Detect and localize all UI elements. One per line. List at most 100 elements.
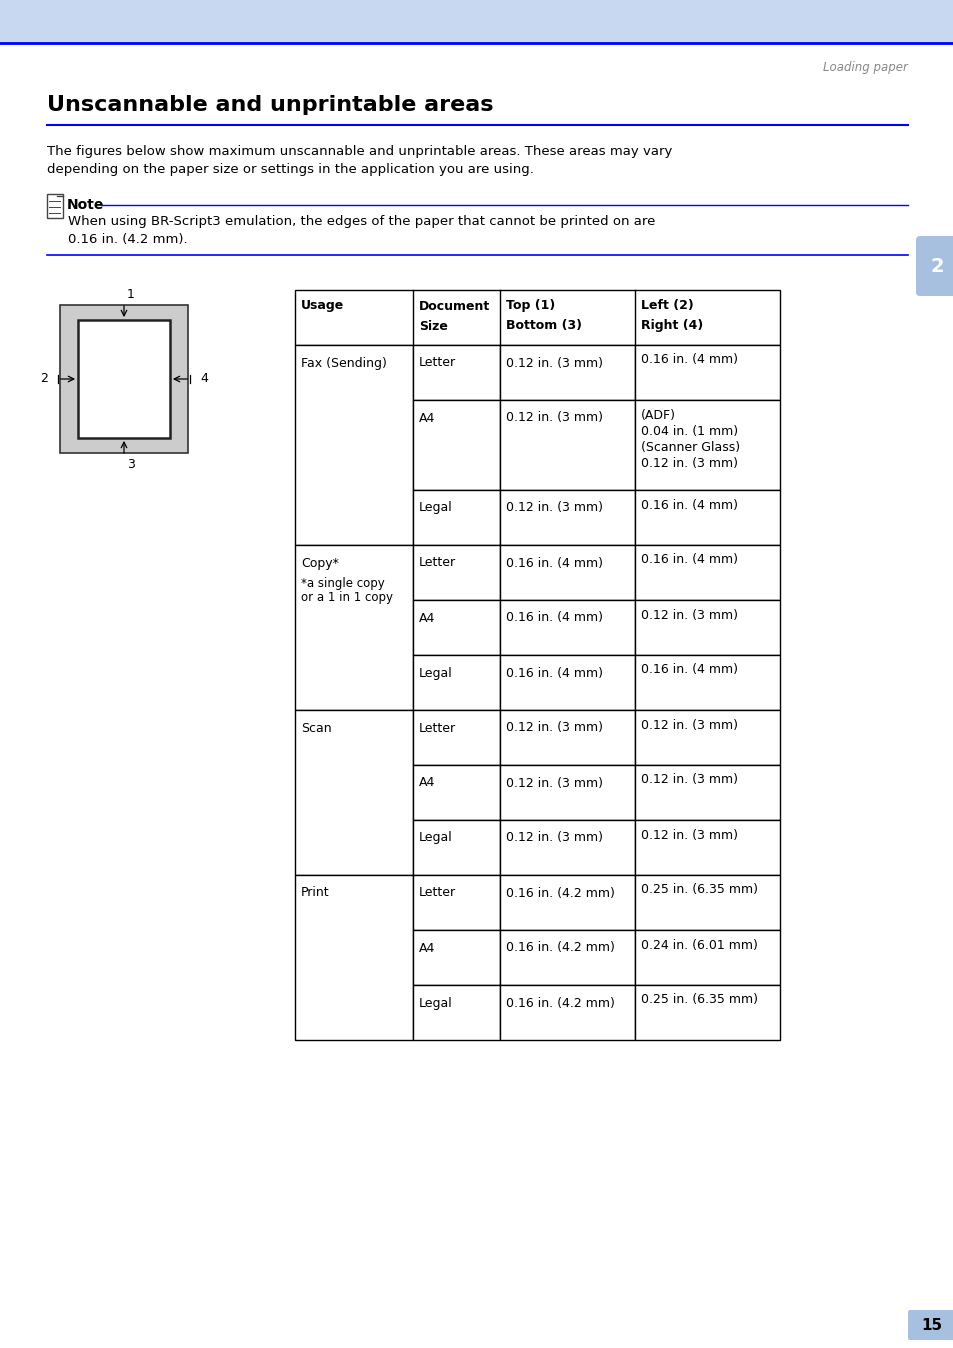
Text: A4: A4 <box>418 941 435 954</box>
Text: Fax (Sending): Fax (Sending) <box>301 356 387 369</box>
Text: Loading paper: Loading paper <box>822 62 907 74</box>
Bar <box>499 985 635 1041</box>
Bar <box>635 545 780 600</box>
Text: 2: 2 <box>40 372 48 386</box>
Bar <box>294 290 780 345</box>
Text: 0.16 in. (4 mm): 0.16 in. (4 mm) <box>640 499 738 511</box>
Bar <box>635 491 780 545</box>
Text: 0.24 in. (6.01 mm): 0.24 in. (6.01 mm) <box>640 938 757 952</box>
Text: (Scanner Glass): (Scanner Glass) <box>640 441 740 453</box>
Text: Legal: Legal <box>418 501 453 515</box>
Bar <box>635 345 780 400</box>
Bar <box>499 655 635 710</box>
Bar <box>499 491 635 545</box>
Bar <box>635 930 780 985</box>
Text: Right (4): Right (4) <box>640 319 702 333</box>
Text: Top (1): Top (1) <box>505 299 555 313</box>
Text: Legal: Legal <box>418 666 453 679</box>
Bar <box>635 766 780 820</box>
Bar <box>413 491 499 545</box>
Text: 0.16 in. (4.2 mm).: 0.16 in. (4.2 mm). <box>68 232 188 245</box>
Text: Letter: Letter <box>418 356 456 369</box>
Bar <box>499 930 635 985</box>
Bar <box>499 820 635 875</box>
Text: Unscannable and unprintable areas: Unscannable and unprintable areas <box>47 94 493 115</box>
Text: A4: A4 <box>418 612 435 624</box>
Text: Left (2): Left (2) <box>640 299 693 313</box>
Text: or a 1 in 1 copy: or a 1 in 1 copy <box>301 592 393 604</box>
Text: 4: 4 <box>200 372 208 386</box>
Text: 0.16 in. (4 mm): 0.16 in. (4 mm) <box>505 612 602 624</box>
Bar <box>499 875 635 930</box>
Bar <box>413 930 499 985</box>
Text: 0.16 in. (4.2 mm): 0.16 in. (4.2 mm) <box>505 887 615 899</box>
Bar <box>499 400 635 491</box>
Text: 0.16 in. (4.2 mm): 0.16 in. (4.2 mm) <box>505 941 615 954</box>
Text: 0.16 in. (4 mm): 0.16 in. (4 mm) <box>505 666 602 679</box>
Text: When using BR-Script3 emulation, the edges of the paper that cannot be printed o: When using BR-Script3 emulation, the edg… <box>68 216 655 229</box>
Text: Letter: Letter <box>418 721 456 735</box>
FancyBboxPatch shape <box>907 1310 953 1340</box>
Text: 0.12 in. (3 mm): 0.12 in. (3 mm) <box>640 718 738 732</box>
Bar <box>60 305 188 453</box>
Bar <box>413 345 499 400</box>
Bar <box>413 655 499 710</box>
Text: Bottom (3): Bottom (3) <box>505 319 581 333</box>
Text: 0.04 in. (1 mm): 0.04 in. (1 mm) <box>640 425 738 438</box>
Text: 0.16 in. (4 mm): 0.16 in. (4 mm) <box>640 353 738 367</box>
Text: 0.16 in. (4.2 mm): 0.16 in. (4.2 mm) <box>505 996 615 1010</box>
FancyBboxPatch shape <box>915 236 953 297</box>
Text: Legal: Legal <box>418 832 453 844</box>
Text: 0.12 in. (3 mm): 0.12 in. (3 mm) <box>640 829 738 841</box>
Text: depending on the paper size or settings in the application you are using.: depending on the paper size or settings … <box>47 163 534 177</box>
Text: 0.12 in. (3 mm): 0.12 in. (3 mm) <box>505 501 602 515</box>
Bar <box>47 194 63 218</box>
Bar <box>413 766 499 820</box>
Bar <box>78 319 170 438</box>
Bar <box>413 545 499 600</box>
Bar <box>635 985 780 1041</box>
Bar <box>499 710 635 766</box>
Bar <box>499 766 635 820</box>
Text: Size: Size <box>418 319 447 333</box>
Bar <box>499 345 635 400</box>
Bar <box>635 710 780 766</box>
Text: 0.25 in. (6.35 mm): 0.25 in. (6.35 mm) <box>640 993 758 1007</box>
Text: 0.12 in. (3 mm): 0.12 in. (3 mm) <box>640 774 738 786</box>
Text: 0.12 in. (3 mm): 0.12 in. (3 mm) <box>505 356 602 369</box>
Text: Scan: Scan <box>301 721 332 735</box>
Text: 2: 2 <box>929 256 943 275</box>
Bar <box>413 985 499 1041</box>
Text: *a single copy: *a single copy <box>301 577 384 589</box>
Bar <box>635 820 780 875</box>
Text: 1: 1 <box>127 288 134 302</box>
Text: 0.12 in. (3 mm): 0.12 in. (3 mm) <box>505 832 602 844</box>
Text: 15: 15 <box>921 1317 942 1333</box>
Text: 0.12 in. (3 mm): 0.12 in. (3 mm) <box>505 721 602 735</box>
Bar <box>413 820 499 875</box>
Bar <box>635 875 780 930</box>
Bar <box>635 655 780 710</box>
Text: (ADF): (ADF) <box>640 408 676 422</box>
Bar <box>294 710 413 875</box>
Text: 0.25 in. (6.35 mm): 0.25 in. (6.35 mm) <box>640 883 758 896</box>
Bar <box>413 600 499 655</box>
Text: 0.16 in. (4 mm): 0.16 in. (4 mm) <box>640 663 738 677</box>
Text: 0.16 in. (4 mm): 0.16 in. (4 mm) <box>505 557 602 569</box>
Bar <box>294 875 413 1041</box>
Bar <box>413 400 499 491</box>
Text: 0.16 in. (4 mm): 0.16 in. (4 mm) <box>640 554 738 566</box>
Bar <box>0 0 953 42</box>
Text: Print: Print <box>301 887 330 899</box>
Text: Usage: Usage <box>301 299 344 313</box>
Text: The figures below show maximum unscannable and unprintable areas. These areas ma: The figures below show maximum unscannab… <box>47 146 672 159</box>
Text: Legal: Legal <box>418 996 453 1010</box>
Bar <box>413 875 499 930</box>
Text: 0.12 in. (3 mm): 0.12 in. (3 mm) <box>505 776 602 790</box>
Bar <box>499 545 635 600</box>
Text: Note: Note <box>67 198 104 212</box>
Bar <box>294 345 413 545</box>
Bar <box>413 710 499 766</box>
Bar <box>294 545 413 710</box>
Text: Letter: Letter <box>418 557 456 569</box>
